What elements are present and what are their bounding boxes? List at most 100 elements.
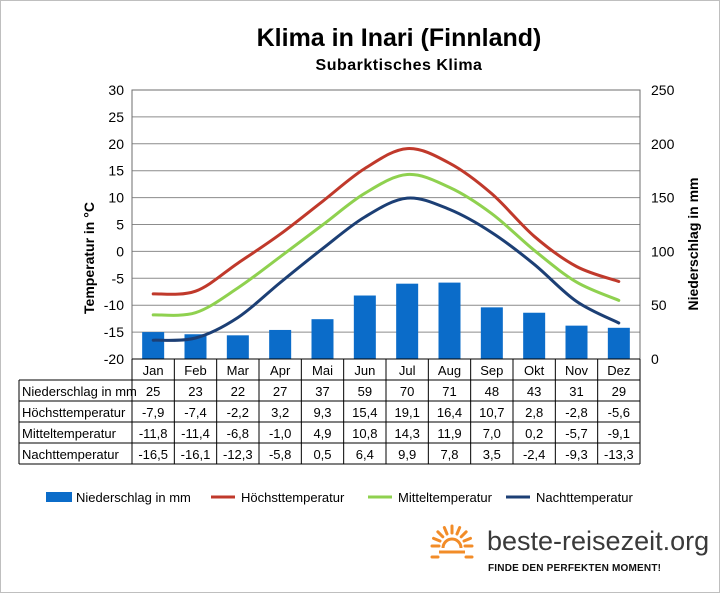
table-cell-value: 9,3	[313, 405, 331, 420]
table-cell-value: -16,5	[138, 447, 168, 462]
y-tick-left: -10	[104, 297, 124, 313]
table-cell-value: -7,4	[184, 405, 206, 420]
x-tick-label: Jan	[143, 363, 164, 378]
brand-name[interactable]: beste-reisezeit.org	[487, 526, 709, 556]
y-tick-left: 25	[108, 109, 124, 125]
y-tick-right: 0	[651, 351, 659, 367]
table-cell-value: 27	[273, 384, 287, 399]
x-tick-label: Mar	[227, 363, 250, 378]
table-cell-value: 6,4	[356, 447, 374, 462]
table-cell-value: 7,0	[483, 426, 501, 441]
table-cell-value: 9,9	[398, 447, 416, 462]
precipitation-bar	[396, 283, 419, 359]
table-cell-value: 14,3	[395, 426, 420, 441]
sun-ray	[455, 526, 462, 536]
table-cell-value: -13,3	[604, 447, 634, 462]
x-tick-label: Okt	[524, 363, 545, 378]
table-cell-value: 10,8	[352, 426, 377, 441]
x-tick-label: Nov	[565, 363, 589, 378]
x-tick-label: Jul	[399, 363, 416, 378]
table-cell-value: 71	[442, 384, 456, 399]
table-cell-value: 10,7	[479, 405, 504, 420]
table-cell-value: -9,3	[565, 447, 587, 462]
legend-label: Nachttemperatur	[536, 490, 633, 505]
sun-ray	[442, 526, 449, 536]
data-table: Jan Feb Mar Apr Mai Jun Jul Aug Sep Okt Nov Dez Nied…	[18, 358, 641, 465]
x-tick-label: Dez	[607, 363, 630, 378]
table-cell-value: 59	[358, 384, 372, 399]
chart-subtitle: Subarktisches Klima	[316, 57, 483, 74]
precipitation-bar	[226, 335, 249, 359]
h-chsttemperatur-line	[151, 147, 621, 296]
precipitation-bar	[607, 327, 630, 359]
table-cell-value: -1,0	[269, 426, 291, 441]
table-row-label: Niederschlag in mm	[22, 384, 137, 399]
sun-ray	[436, 530, 445, 539]
brand-tagline: FINDE DEN PERFEKTEN MOMENT!	[488, 563, 661, 574]
legend: Niederschlag in mm Höchsttemperatur Mittel…	[46, 490, 633, 505]
y-tick-left: 20	[108, 136, 124, 152]
table-cell-value: 43	[527, 384, 541, 399]
table-cell-value: 70	[400, 384, 414, 399]
table-cell-value: 15,4	[352, 405, 377, 420]
temperature-lines	[151, 147, 621, 342]
table-cell-value: 0,2	[525, 426, 543, 441]
table-cell-value: -5,7	[565, 426, 587, 441]
y-tick-left: -5	[112, 270, 125, 286]
table-cell-value: 48	[485, 384, 499, 399]
table-cell-value: 3,5	[483, 447, 501, 462]
table-row-label: Mitteltemperatur	[22, 426, 117, 441]
precipitation-bar	[438, 282, 461, 359]
x-tick-label: Jun	[354, 363, 375, 378]
y-tick-right: 250	[651, 82, 675, 98]
mitteltemperatur-line	[151, 172, 621, 317]
precipitation-bars	[142, 282, 630, 359]
precipitation-bar	[353, 295, 376, 359]
x-tick-label: Aug	[438, 363, 461, 378]
chart-title: Klima in Inari (Finnland)	[257, 24, 542, 52]
table-cell-value: 0,5	[313, 447, 331, 462]
y-tick-right: 200	[651, 136, 675, 152]
table-cell-value: -11,4	[181, 426, 210, 441]
table-cell-value: -9,1	[608, 426, 630, 441]
x-tick-label: Feb	[184, 363, 206, 378]
table-cell-value: 16,4	[437, 405, 462, 420]
nachttemperatur-line	[151, 196, 621, 342]
gridlines	[132, 89, 640, 360]
legend-label: Niederschlag in mm	[76, 490, 191, 505]
y-tick-left: 10	[108, 190, 124, 206]
y-tick-left: 15	[108, 163, 124, 179]
table-cell-value: -12,3	[223, 447, 253, 462]
y-tick-left: -20	[104, 351, 124, 367]
x-tick-label: Mai	[312, 363, 333, 378]
x-tick-label: Sep	[480, 363, 503, 378]
precipitation-bar	[142, 332, 165, 359]
table-cell-value: 31	[569, 384, 583, 399]
site-branding[interactable]: beste-reisezeit.org FINDE DEN PERFEKTEN …	[430, 524, 709, 574]
y-tick-right: 150	[651, 190, 675, 206]
precipitation-bar	[269, 329, 292, 359]
table-row-label: Nachttemperatur	[22, 447, 119, 462]
table-cell-value: -2,8	[565, 405, 587, 420]
legend-label: Höchsttemperatur	[241, 490, 345, 505]
y-tick-right: 100	[651, 243, 675, 259]
precipitation-bar	[480, 307, 503, 359]
table-cell-value: 23	[188, 384, 202, 399]
table-cell-value: 22	[231, 384, 245, 399]
x-tick-label: Apr	[270, 363, 291, 378]
table-cell-value: -5,8	[269, 447, 291, 462]
table-cell-value: 4,9	[313, 426, 331, 441]
table-cell-value: 19,1	[395, 405, 420, 420]
table-cell-value: -6,8	[227, 426, 249, 441]
table-cell-value: 25	[146, 384, 160, 399]
sun-ray	[432, 536, 442, 543]
y-axis-right-title: Niederschlag in mm	[685, 177, 701, 310]
y-tick-right: 50	[651, 297, 667, 313]
y-tick-left: -15	[104, 324, 124, 340]
sun-logo-icon	[430, 524, 474, 559]
table-cell-value: 2,8	[525, 405, 543, 420]
legend-swatch-bar	[46, 492, 72, 502]
table-cell-value: 29	[612, 384, 626, 399]
